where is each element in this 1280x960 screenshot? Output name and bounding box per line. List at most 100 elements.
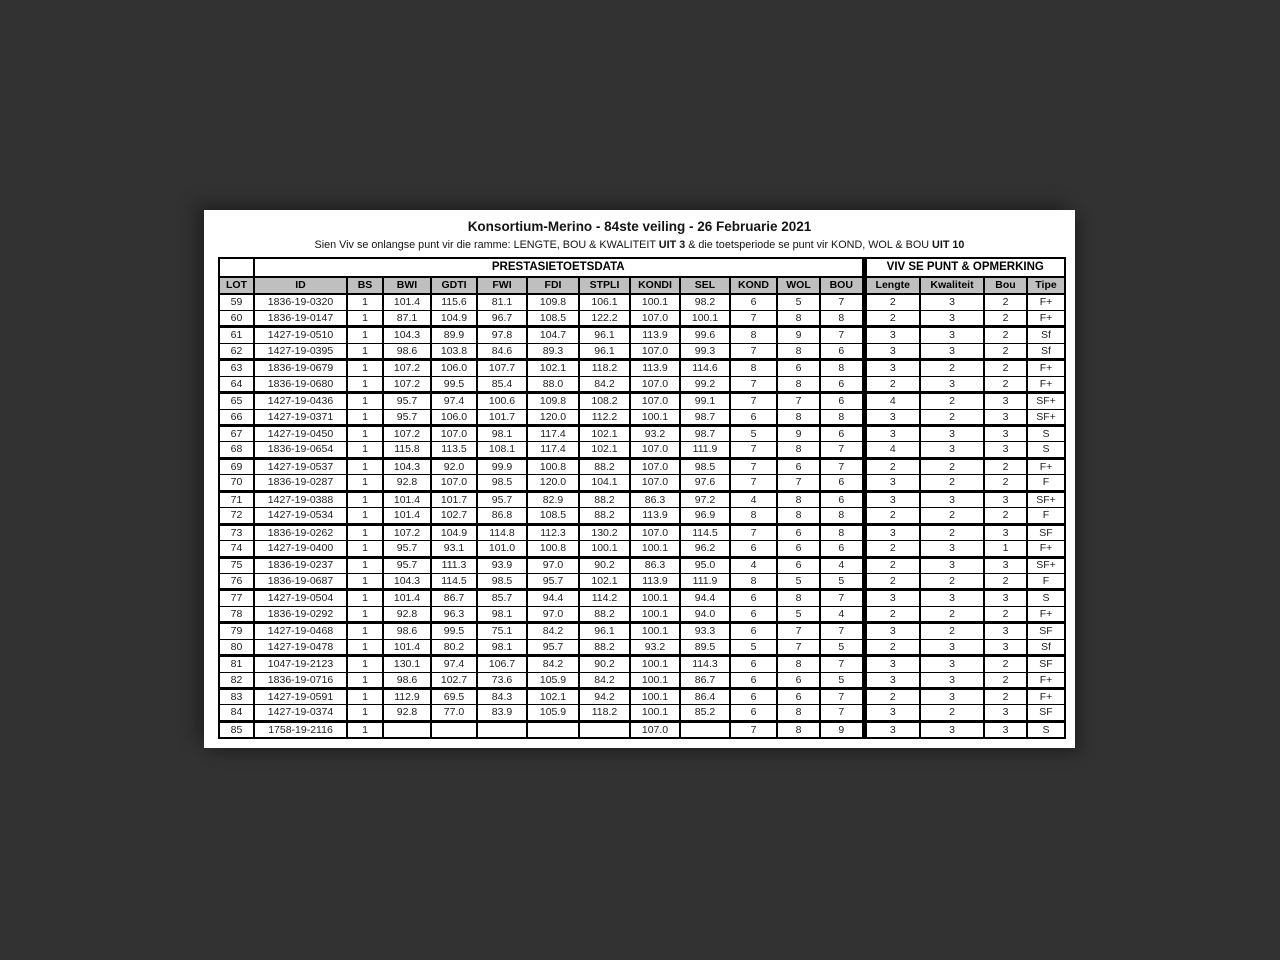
cell-stpli: 122.2: [578, 309, 631, 329]
cell-fdi: 117.4: [526, 441, 580, 460]
cell-bs: 1: [346, 523, 384, 542]
cell-tipe: F+: [1026, 309, 1066, 329]
cell-kondi: 100.1: [629, 671, 681, 691]
cell-fdi: 100.8: [526, 457, 580, 476]
cell-kwaliteit: 2: [919, 704, 985, 723]
column-header-bs: BS: [346, 276, 384, 295]
cell-lot: 63: [218, 359, 255, 377]
cell-gdti: 111.3: [430, 556, 478, 574]
cell-stpli: 96.1: [578, 342, 631, 362]
cell-bs: 1: [346, 638, 384, 658]
cell-fdi: 84.2: [526, 655, 580, 673]
cell-gdti: 115.6: [430, 293, 478, 311]
cell-tipe: SF: [1026, 523, 1066, 542]
cell-tipe: SF: [1026, 704, 1066, 723]
cell-kondi: 100.1: [629, 687, 681, 706]
cell-tipe: F: [1026, 572, 1066, 592]
cell-fdi: 120.0: [526, 474, 580, 493]
cell-fdi: 117.4: [526, 424, 580, 443]
cell-stpli: 88.2: [578, 490, 631, 509]
table-row-lot-76: 76 1836-19-0687 1 104.3 114.5 98.5 95.7 102.1 11…: [218, 572, 1066, 592]
cell-stpli: 96.1: [578, 326, 631, 344]
cell-kondi: 93.2: [629, 424, 681, 443]
cell-sel: 94.4: [679, 589, 731, 607]
subtitle-bold-uit10: UIT 10: [932, 239, 965, 251]
cell-tipe: F+: [1026, 605, 1066, 625]
cell-fwi: 107.7: [476, 359, 528, 377]
cell-lot: 60: [218, 309, 255, 329]
cell-wol: 8: [776, 490, 821, 509]
cell-kondi: 107.0: [629, 392, 681, 410]
subtitle-text: & die toetsperiode se punt vir KOND, WOL…: [685, 239, 933, 251]
cell-lengte: 4: [863, 392, 921, 410]
cell-fdi: 82.9: [526, 490, 580, 509]
cell-sel: 98.7: [679, 424, 731, 443]
cell-kond: 5: [729, 638, 778, 658]
cell-tipe: S: [1026, 424, 1066, 443]
cell-id: 1427-19-0374: [253, 704, 348, 723]
table-row-lot-73: 73 1836-19-0262 1 107.2 104.9 114.8 112.3 130.2…: [218, 523, 1066, 542]
cell-lot: 65: [218, 392, 255, 410]
cell-bwi: 115.8: [382, 441, 432, 460]
cell-kond: 6: [729, 704, 778, 723]
cell-stpli: 112.2: [578, 408, 631, 428]
cell-lengte: 2: [863, 293, 921, 311]
cell-wol: 9: [776, 326, 821, 344]
cell-lengte: 2: [863, 605, 921, 625]
cell-lengte: 3: [863, 326, 921, 344]
cell-bs: 1: [346, 326, 384, 344]
cell-tipe: F+: [1026, 671, 1066, 691]
cell-fdi: 89.3: [526, 342, 580, 362]
cell-sel: 98.2: [679, 293, 731, 311]
cell-sel: 85.2: [679, 704, 731, 723]
cell-bs: 1: [346, 671, 384, 691]
cell-tipe: S: [1026, 441, 1066, 460]
column-header-kondi: KONDI: [629, 276, 681, 295]
cell-gdti: 97.4: [430, 655, 478, 673]
cell-bou: 2: [983, 326, 1028, 344]
cell-kwaliteit: 3: [919, 309, 985, 329]
cell-kondi: 100.1: [629, 622, 681, 640]
cell-kwaliteit: 3: [919, 687, 985, 706]
cell-lengte: 2: [863, 375, 921, 395]
cell-fdi: 95.7: [526, 638, 580, 658]
column-header-lengte: Lengte: [863, 276, 921, 295]
cell-lot: 73: [218, 523, 255, 542]
cell-lot: 66: [218, 408, 255, 428]
cell-kond: 6: [729, 671, 778, 691]
cell-fwi: 85.4: [476, 375, 528, 395]
cell-tipe: F: [1026, 474, 1066, 493]
cell-kwaliteit: 3: [919, 375, 985, 395]
cell-gdti: 80.2: [430, 638, 478, 658]
cell-tipe: F+: [1026, 540, 1066, 559]
cell-bou: 3: [983, 441, 1028, 460]
cell-bou: 3: [983, 638, 1028, 658]
cell-kondi: 100.1: [629, 408, 681, 428]
cell-fwi: 101.7: [476, 408, 528, 428]
cell-stpli: 102.1: [578, 572, 631, 592]
cell-lot: 61: [218, 326, 255, 344]
table-row-lot-68: 68 1836-19-0654 1 115.8 113.5 108.1 117.4 102.1…: [218, 441, 1066, 460]
cell-kondi: 107.0: [629, 375, 681, 395]
cell-wol: 7: [776, 622, 821, 640]
cell-kondi: 100.1: [629, 605, 681, 625]
table-row-lot-82: 82 1836-19-0716 1 98.6 102.7 73.6 105.9 84.2 100…: [218, 671, 1066, 691]
cell-kond: 4: [729, 490, 778, 509]
cell-fdi: 108.5: [526, 507, 580, 526]
cell-bs: 1: [346, 293, 384, 311]
cell-bs: 1: [346, 441, 384, 460]
cell-stpli: 104.1: [578, 474, 631, 493]
cell-lengte: 3: [863, 359, 921, 377]
cell-gdti: 106.0: [430, 359, 478, 377]
cell-kondi: 100.1: [629, 540, 681, 559]
cell-kond: 6: [729, 655, 778, 673]
cell-wol: 8: [776, 309, 821, 329]
cell-bs: 1: [346, 490, 384, 509]
cell-fdi: 112.3: [526, 523, 580, 542]
cell-fwi: 98.1: [476, 424, 528, 443]
cell-lot: 77: [218, 589, 255, 607]
document-page: Konsortium-Merino - 84ste veiling - 26 F…: [204, 210, 1075, 748]
column-header-fdi: FDI: [526, 276, 580, 295]
cell-wol: 8: [776, 342, 821, 362]
cell-kondi: 100.1: [629, 589, 681, 607]
